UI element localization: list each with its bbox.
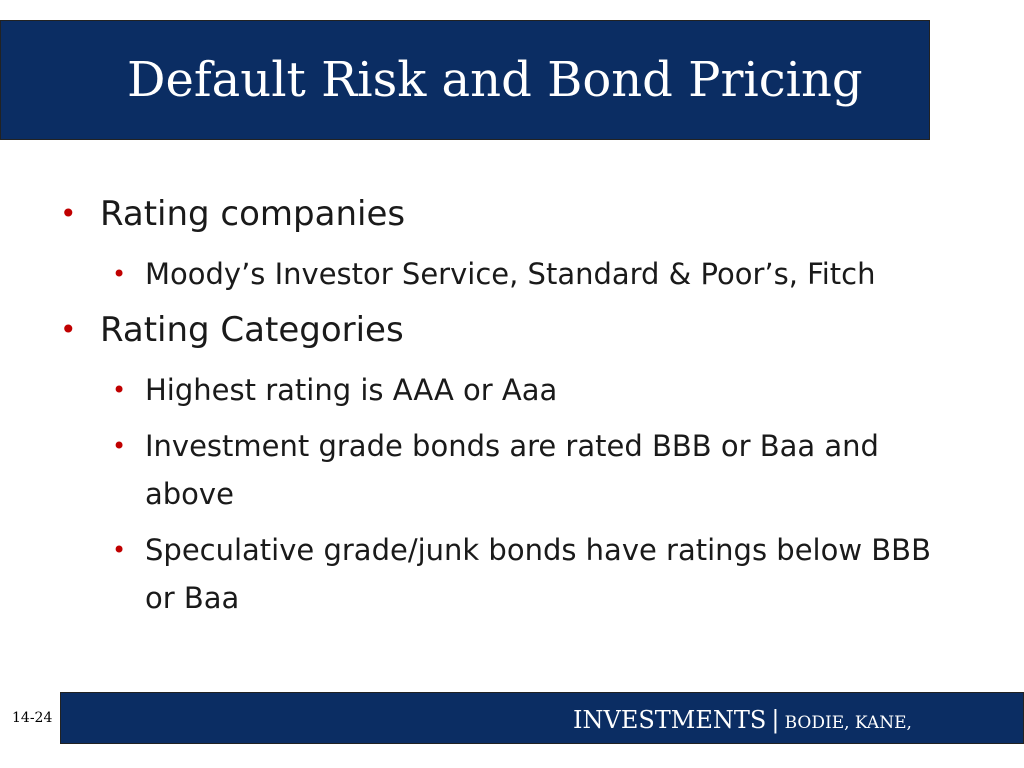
bullet-marker: •	[60, 313, 77, 346]
slide-number: 14-24	[12, 710, 53, 726]
footer-separator: |	[771, 706, 780, 734]
footer-authors: BODIE, KANE, MARCUS	[573, 713, 912, 754]
bullet-text: Investment grade bonds are rated BBB or …	[145, 429, 879, 511]
bullet-text: Highest rating is AAA or Aaa	[145, 373, 558, 407]
bullet-text: Rating Categories	[100, 310, 404, 350]
title-bar	[0, 20, 930, 140]
sub-bullet: • Investment grade bonds are rated BBB or…	[112, 422, 955, 518]
bullet: • Rating companies	[60, 190, 1000, 238]
bullet-text: Speculative grade/junk bonds have rating…	[145, 533, 931, 615]
footer-bar	[60, 692, 1024, 744]
bullet-marker: •	[60, 197, 77, 230]
footer-text: INVESTMENTS | BODIE, KANE, MARCUS	[573, 700, 948, 754]
sub-bullet: • Highest rating is AAA or Aaa	[112, 366, 955, 414]
slide-title: Default Risk and Bond Pricing	[127, 52, 863, 108]
bullet-marker: •	[112, 376, 127, 404]
bullet-marker: •	[112, 432, 127, 460]
bullet-text: Moody’s Investor Service, Standard & Poo…	[145, 257, 876, 291]
bullet: • Rating Categories	[60, 306, 1000, 354]
bullet-list: • Rating companies • Moody’s Investor Servi…	[0, 190, 1000, 630]
bullet-marker: •	[112, 536, 127, 564]
sub-bullet: • Moody’s Investor Service, Standard & Po…	[112, 250, 955, 298]
bullet-marker: •	[112, 260, 127, 288]
sub-bullet: • Speculative grade/junk bonds have ratin…	[112, 526, 955, 622]
bullet-text: Rating companies	[100, 194, 406, 234]
footer-brand: INVESTMENTS	[573, 706, 767, 734]
